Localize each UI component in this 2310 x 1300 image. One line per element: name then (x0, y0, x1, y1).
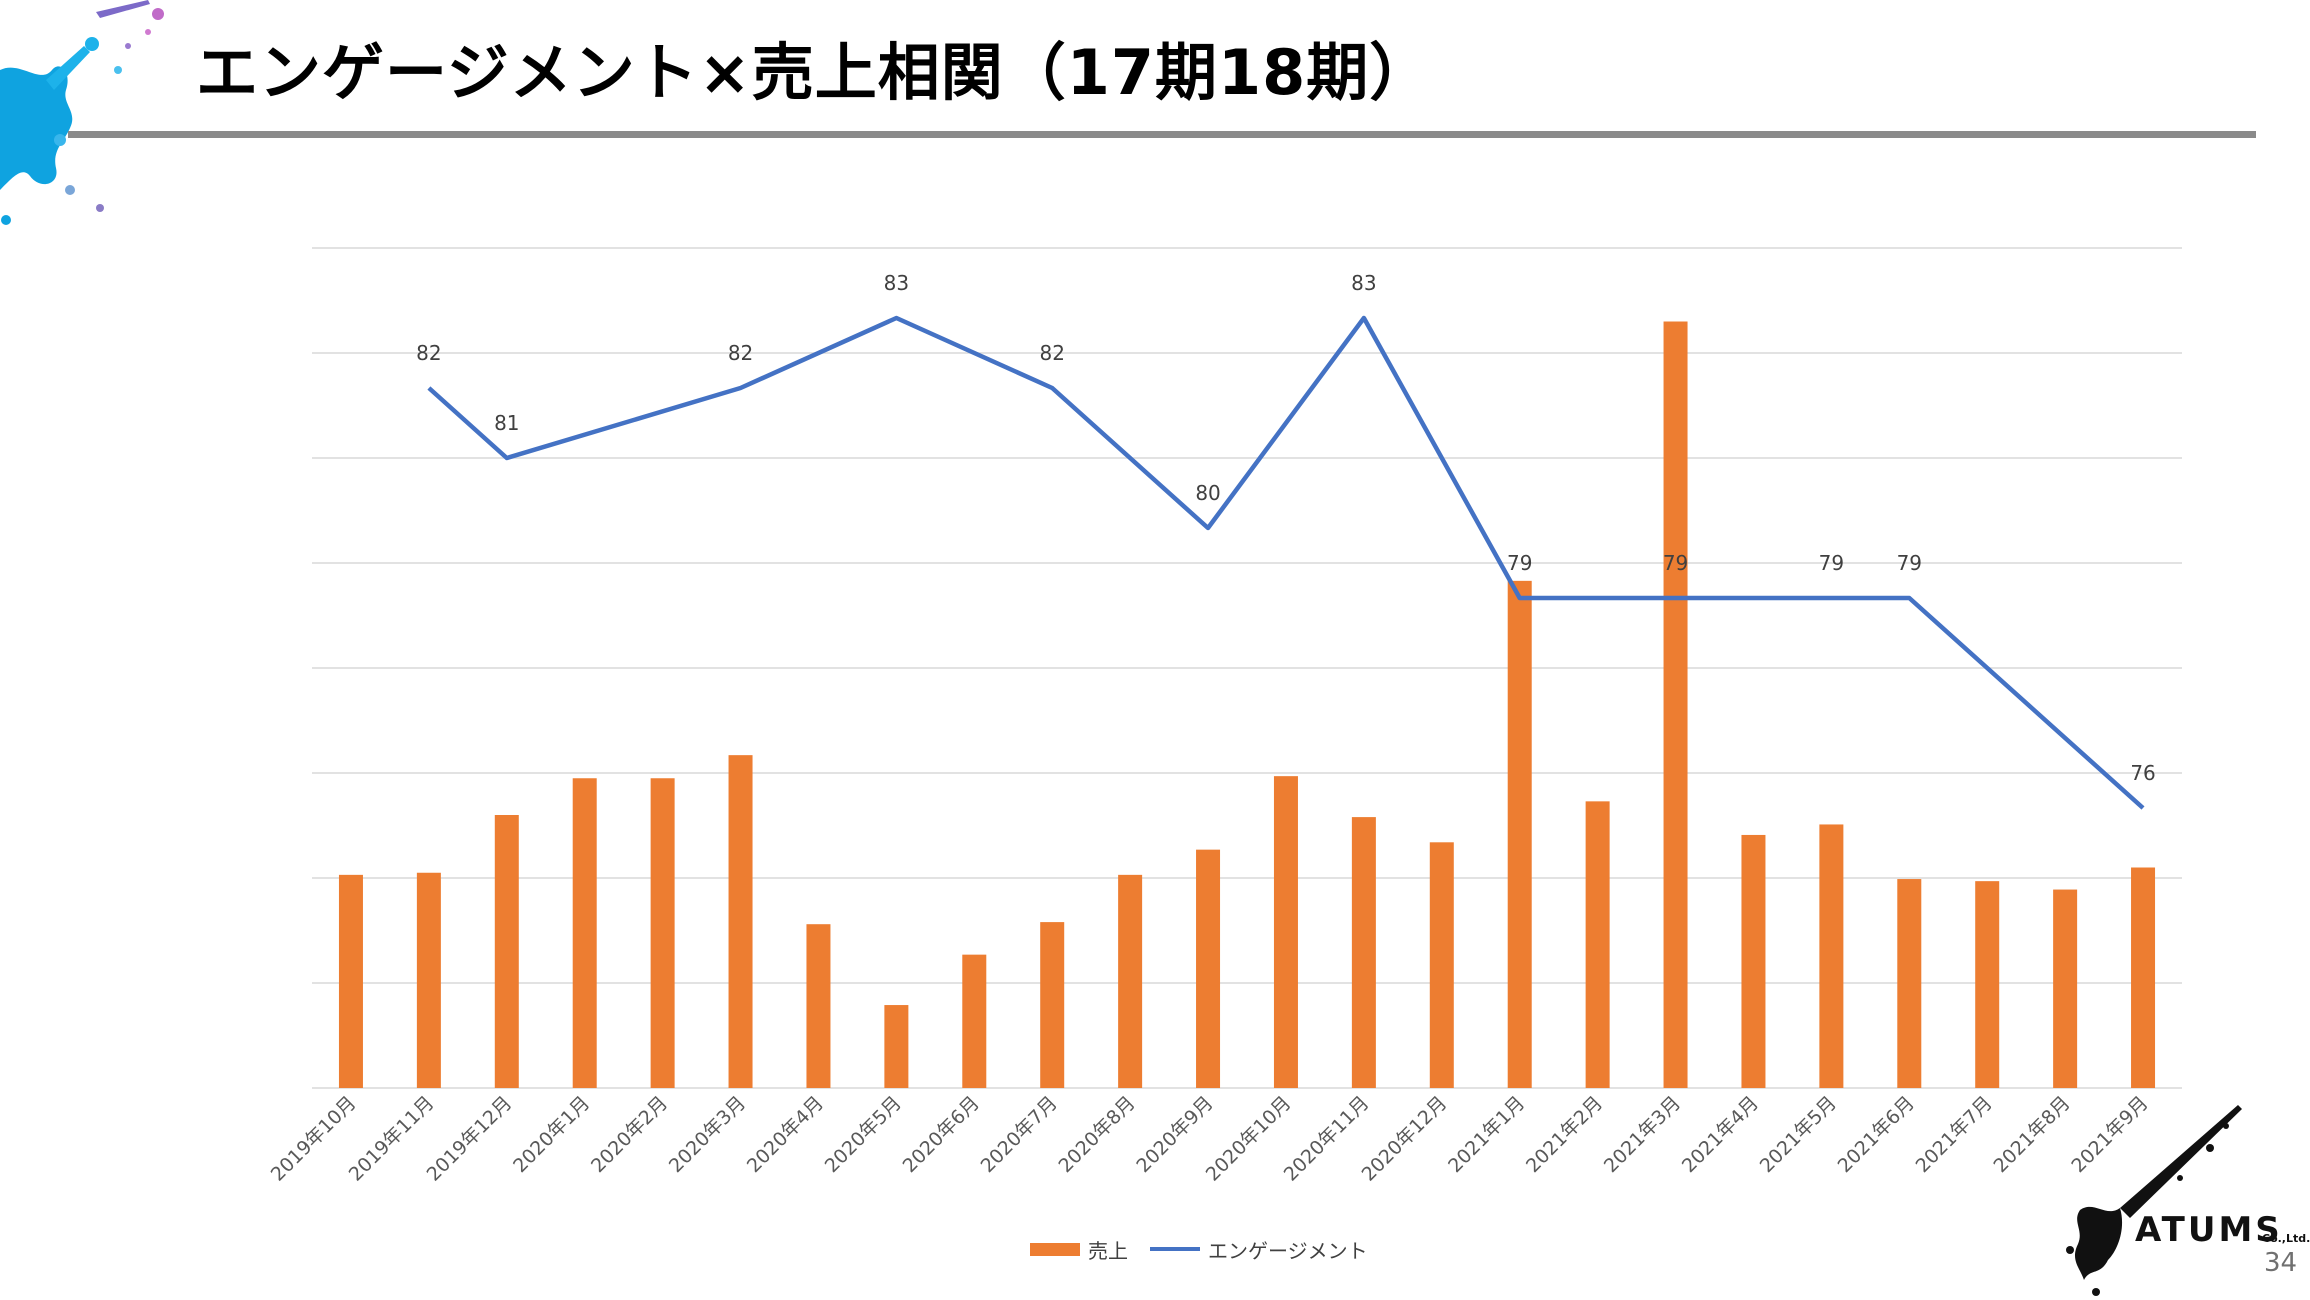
legend-swatch-sales (1030, 1242, 1080, 1256)
engagement-data-label: 79 (1897, 551, 1922, 575)
engagement-data-label: 81 (494, 411, 519, 435)
x-tick-label: 2021年6月 (1834, 1092, 1919, 1177)
paint-splash-decoration (0, 0, 164, 225)
sales-bar (1429, 842, 1454, 1088)
engagement-data-label: 79 (1819, 551, 1844, 575)
sales-bar (416, 872, 441, 1088)
sales-bar (1040, 922, 1065, 1088)
page-title: エンゲージメント×売上相関（17期18期） (196, 36, 1433, 109)
sales-bar (1273, 776, 1298, 1088)
sales-bar (2053, 889, 2078, 1088)
x-tick-label: 2021年2月 (1522, 1092, 1607, 1177)
sales-bar (962, 954, 987, 1088)
x-tick-label: 2020年5月 (821, 1092, 906, 1177)
sales-bar (1585, 801, 1610, 1088)
engagement-data-label: 80 (1195, 481, 1220, 505)
x-tick-label: 2021年7月 (1912, 1092, 1997, 1177)
sales-bar (572, 778, 597, 1088)
x-tick-label: 2020年1月 (509, 1092, 594, 1177)
engagement-data-label: 82 (1039, 341, 1064, 365)
engagement-series-line (427, 315, 2145, 810)
sales-bar (1663, 321, 1688, 1088)
sales-bars (338, 321, 2156, 1088)
sales-bar (1819, 824, 1844, 1088)
legend-label-sales: 売上 (1088, 1238, 1128, 1263)
x-tick-label: 2020年2月 (587, 1092, 672, 1177)
sales-bar (1975, 881, 2000, 1088)
company-logo-text: ATUMS (2135, 1210, 2283, 1250)
page-number: 34 (2264, 1248, 2298, 1278)
sales-bar (806, 924, 831, 1088)
engagement-data-label: 83 (884, 271, 909, 295)
sales-bar (338, 874, 363, 1088)
x-tick-label: 2020年6月 (899, 1092, 984, 1177)
engagement-line (427, 315, 2145, 810)
legend-item-engagement: エンゲージメント (1150, 1235, 1368, 1264)
x-tick-label: 2020年3月 (665, 1092, 750, 1177)
chart-legend: 売上 エンゲージメント (1030, 1234, 1368, 1264)
sales-bar (884, 1005, 909, 1088)
engagement-data-label: 76 (2130, 761, 2155, 785)
sales-bar (1741, 834, 1766, 1088)
sales-bar (650, 778, 675, 1088)
legend-item-sales: 売上 (1030, 1235, 1128, 1264)
x-tick-label: 2021年1月 (1444, 1092, 1529, 1177)
x-tick-label: 2021年4月 (1678, 1092, 1763, 1177)
x-tick-label: 2020年4月 (743, 1092, 828, 1177)
sales-bar (1897, 879, 1922, 1088)
x-tick-label: 2020年9月 (1132, 1092, 1217, 1177)
sales-bar (728, 755, 753, 1088)
engagement-data-label: 83 (1351, 271, 1376, 295)
company-logo-subtext: Co.,Ltd. (2262, 1232, 2310, 1245)
legend-label-engagement: エンゲージメント (1208, 1238, 1368, 1263)
engagement-data-label: 82 (416, 341, 441, 365)
x-axis-tick-labels: 2019年10月2019年11月2019年12月2020年1月2020年2月20… (267, 1092, 2153, 1186)
x-tick-label: 2021年3月 (1600, 1092, 1685, 1177)
sales-bar (1118, 874, 1143, 1088)
sales-bar (494, 815, 519, 1088)
title-divider (68, 131, 2256, 138)
engagement-data-label: 82 (728, 341, 753, 365)
engagement-data-labels: 82 81 82 83 82 80 83 79 79 79 79 76 (416, 271, 2156, 785)
engagement-data-label: 79 (1507, 551, 1532, 575)
x-tick-label: 2020年7月 (977, 1092, 1062, 1177)
sales-bar (1196, 849, 1221, 1088)
sales-bar (1351, 817, 1376, 1088)
x-tick-label: 2020年8月 (1054, 1092, 1139, 1177)
chart-gridlines (312, 247, 2182, 1089)
sales-bar (1507, 580, 1532, 1088)
legend-swatch-engagement (1150, 1247, 1200, 1251)
engagement-data-label: 79 (1663, 551, 1688, 575)
sales-bar (2131, 867, 2156, 1088)
company-logo-splash (2066, 1105, 2242, 1296)
x-tick-label: 2021年5月 (1756, 1092, 1841, 1177)
